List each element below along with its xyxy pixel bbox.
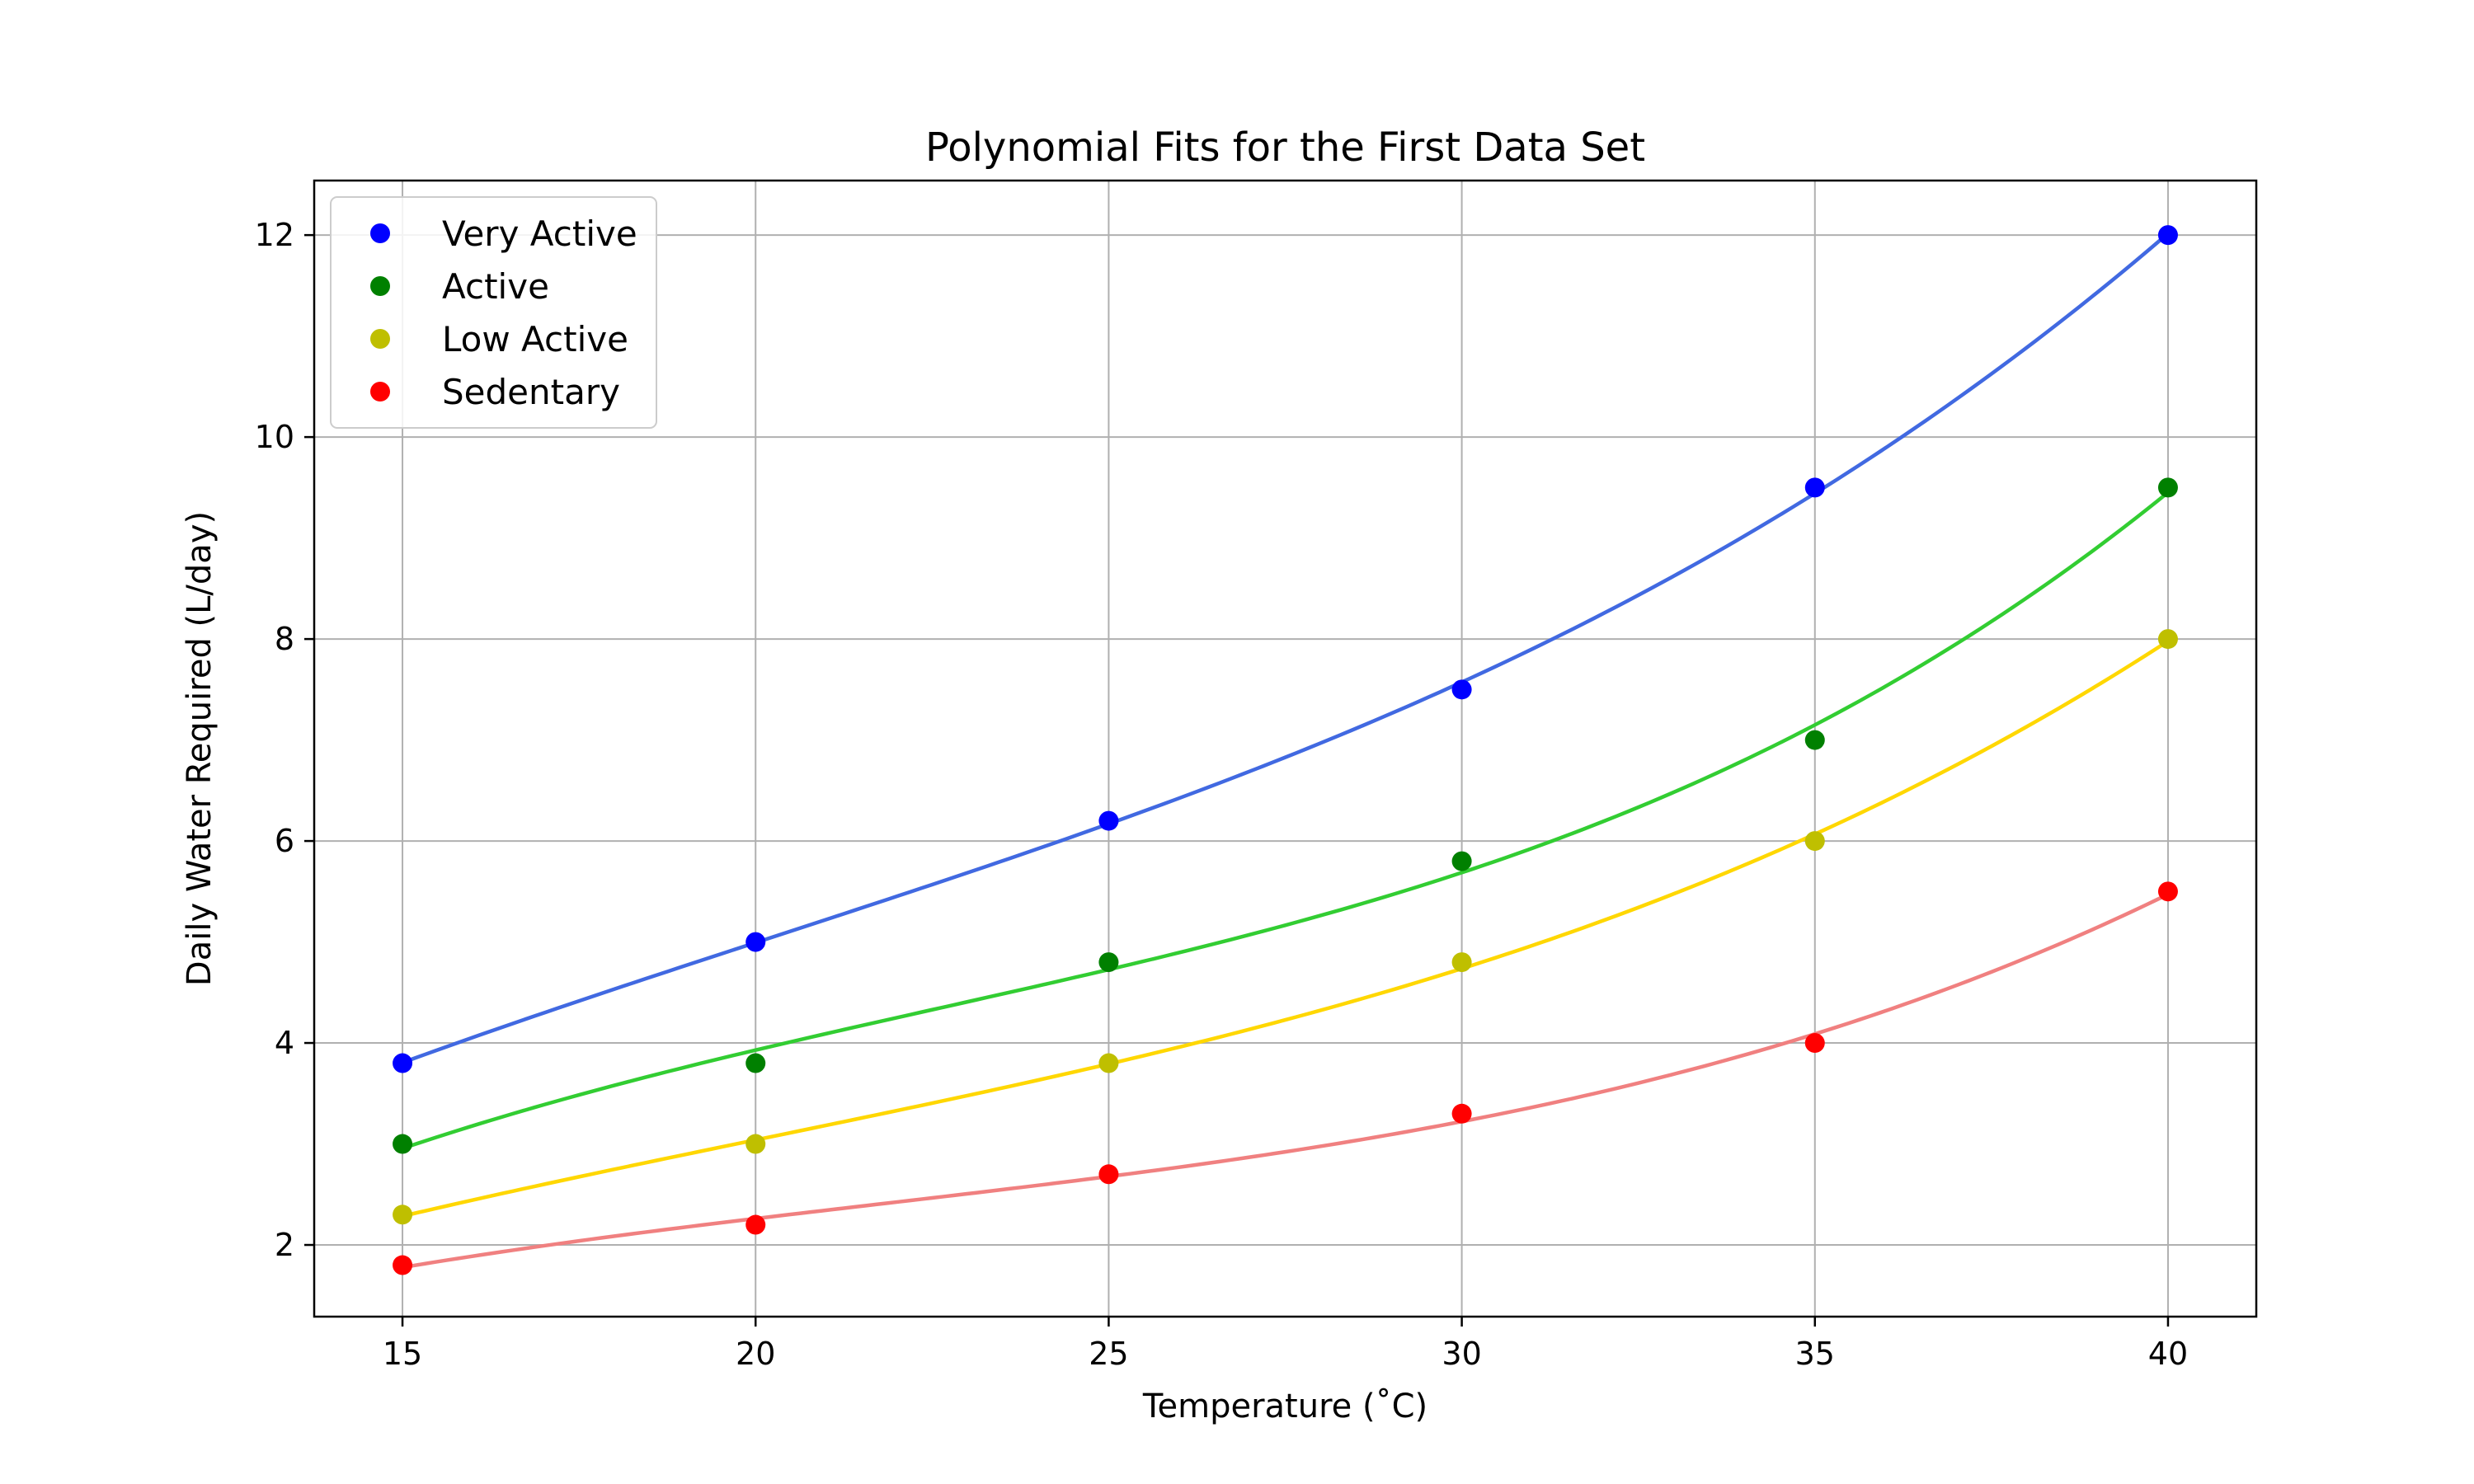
- data-point-low-active: [2157, 629, 2178, 650]
- ticks: 15 20 25 30 35 40 2 4 6 8 10 12: [255, 217, 2188, 1372]
- data-point-sedentary: [393, 1255, 413, 1275]
- y-axis-label: Daily Water Required (L/day): [181, 511, 219, 986]
- data-point-low-active: [745, 1134, 766, 1154]
- x-tick-label: 25: [1089, 1336, 1128, 1372]
- y-tick-label: 8: [275, 621, 294, 657]
- legend: Very Active Active Low Active Sedentary: [330, 196, 657, 429]
- x-tick-label: 30: [1442, 1336, 1481, 1372]
- data-point-active: [745, 1053, 766, 1073]
- data-points: [393, 225, 2178, 1275]
- legend-marker-active: [370, 276, 390, 296]
- x-tick-label: 15: [383, 1336, 422, 1372]
- fit-line-low-active: [402, 639, 2170, 1219]
- x-tick-label: 40: [2148, 1336, 2188, 1372]
- x-tick-label: 35: [1795, 1336, 1835, 1372]
- legend-label-very-active: Very Active: [442, 214, 637, 254]
- legend-box: [330, 196, 657, 429]
- y-tick-label: 6: [275, 823, 294, 859]
- legend-label-low-active: Low Active: [442, 319, 628, 359]
- grid: [314, 181, 2256, 1317]
- data-point-active: [1098, 952, 1119, 973]
- data-point-low-active: [1451, 952, 1472, 973]
- x-axis-label: Temperature (˚C): [1142, 1388, 1427, 1425]
- data-point-sedentary: [745, 1214, 766, 1235]
- data-point-very-active: [1098, 810, 1119, 831]
- data-point-very-active: [393, 1053, 413, 1073]
- fit-line-very-active: [402, 232, 2170, 1064]
- legend-label-active: Active: [442, 266, 549, 307]
- data-point-low-active: [1098, 1053, 1119, 1073]
- y-tick-label: 4: [275, 1025, 294, 1061]
- data-point-active: [2157, 477, 2178, 498]
- data-point-very-active: [2157, 225, 2178, 246]
- legend-marker-sedentary: [370, 382, 390, 402]
- y-tick-label: 2: [275, 1227, 294, 1263]
- legend-marker-very-active: [370, 223, 390, 243]
- axes-frame: [313, 179, 2258, 1318]
- x-tick-label: 20: [736, 1336, 775, 1372]
- legend-label-sedentary: Sedentary: [442, 372, 620, 412]
- data-point-active: [1804, 730, 1825, 750]
- data-point-active: [393, 1134, 413, 1154]
- data-point-low-active: [1804, 831, 1825, 852]
- y-tick-label: 12: [255, 217, 294, 253]
- data-point-very-active: [745, 932, 766, 952]
- data-point-sedentary: [1451, 1103, 1472, 1124]
- data-point-sedentary: [1098, 1164, 1119, 1185]
- data-point-very-active: [1804, 477, 1825, 498]
- data-point-very-active: [1451, 679, 1472, 700]
- fit-line-sedentary: [402, 892, 2169, 1270]
- data-point-sedentary: [2157, 881, 2178, 902]
- data-point-active: [1451, 851, 1472, 871]
- fit-lines: [402, 232, 2170, 1270]
- chart-title: Polynomial Fits for the First Data Set: [925, 124, 1645, 171]
- data-point-sedentary: [1804, 1033, 1825, 1054]
- fit-line-active: [402, 491, 2170, 1151]
- data-point-low-active: [393, 1205, 413, 1225]
- legend-marker-low-active: [370, 329, 390, 349]
- y-tick-label: 10: [255, 419, 294, 455]
